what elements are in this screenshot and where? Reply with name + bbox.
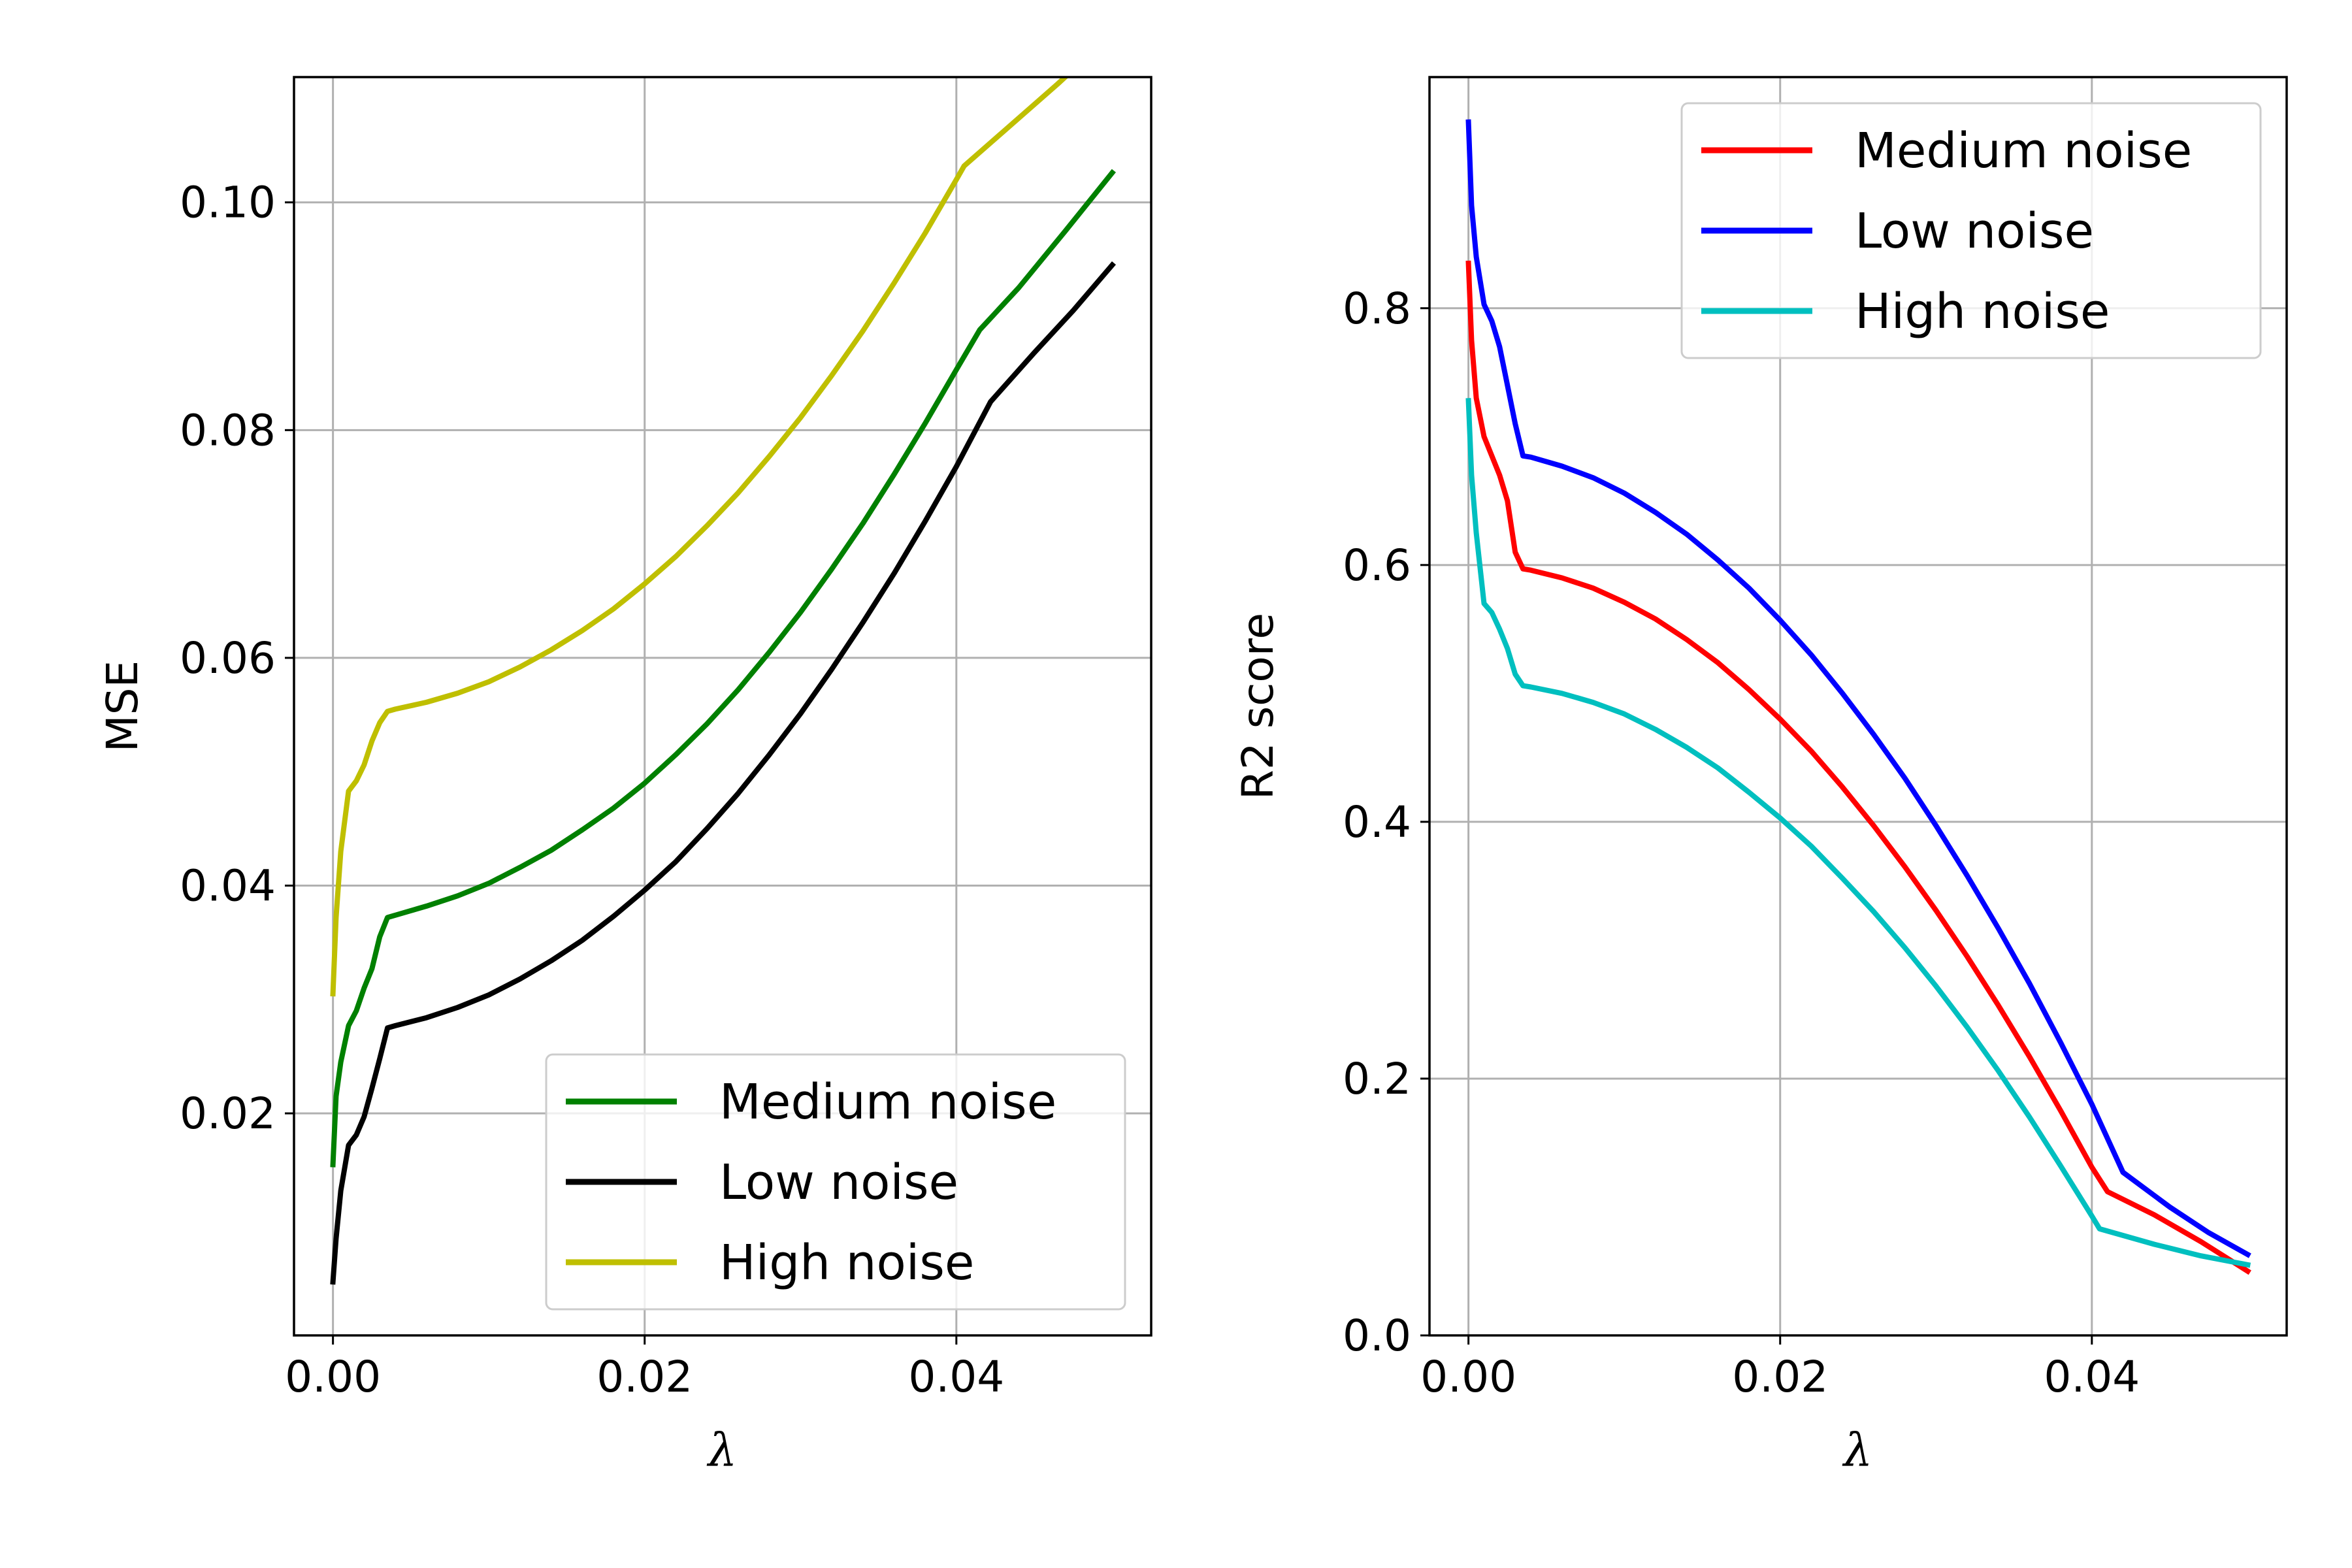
y-tick-label: 0.08 bbox=[180, 405, 276, 455]
x-axis-label: λ bbox=[1842, 1424, 1872, 1477]
y-tick-label: 0.8 bbox=[1343, 284, 1411, 334]
series-group bbox=[330, 77, 1117, 1285]
y-tick-label: 0.6 bbox=[1343, 540, 1411, 591]
y-tick-label: 0.10 bbox=[180, 178, 276, 228]
x-tick-label: 0.00 bbox=[1420, 1352, 1516, 1402]
series-line bbox=[330, 169, 1117, 1168]
x-tick-label: 0.04 bbox=[908, 1352, 1004, 1402]
legend-label: Low noise bbox=[1855, 203, 2094, 259]
y-tick-label: 0.2 bbox=[1343, 1054, 1411, 1104]
series-line bbox=[1465, 260, 2251, 1275]
x-tick-label: 0.02 bbox=[596, 1352, 693, 1402]
series-line bbox=[1465, 398, 2251, 1268]
legend: Medium noise Low noise High noise bbox=[545, 1053, 1126, 1311]
y-tick-label: 0.04 bbox=[180, 861, 276, 911]
axes-frame bbox=[1428, 76, 2288, 1337]
y-axis-label: MSE bbox=[97, 661, 148, 753]
legend-label: Medium noise bbox=[1855, 123, 2192, 179]
y-axis-label: R2 score bbox=[1233, 613, 1283, 800]
legend-label: High noise bbox=[1855, 284, 2110, 340]
legend-label: Medium noise bbox=[719, 1074, 1056, 1130]
legend-box bbox=[545, 1053, 1126, 1311]
x-tick-label: 0.00 bbox=[285, 1352, 381, 1402]
y-tick-label: 0.4 bbox=[1343, 797, 1411, 847]
series-line bbox=[1465, 119, 2251, 1258]
legend-label: High noise bbox=[719, 1235, 974, 1291]
y-tick-label: 0.0 bbox=[1343, 1311, 1411, 1361]
x-axis-label: λ bbox=[706, 1424, 737, 1477]
r2-subplot: 0.00 0.02 0.04 0.0 0.2 0.4 0.6 0.8 λ R2 score Medi… bbox=[1233, 76, 2288, 1477]
series-group bbox=[1465, 119, 2251, 1275]
axes-frame bbox=[293, 76, 1152, 1337]
x-tick-label: 0.02 bbox=[1732, 1352, 1828, 1402]
y-tick-label: 0.02 bbox=[180, 1088, 276, 1139]
x-tick-label: 0.04 bbox=[2044, 1352, 2140, 1402]
series-line bbox=[330, 261, 1117, 1285]
mse-subplot: 0.00 0.02 0.04 0.02 0.04 0.06 0.08 0.10 λ MSE Medi… bbox=[97, 76, 1152, 1477]
series-line bbox=[330, 77, 1070, 997]
legend-label: Low noise bbox=[719, 1154, 958, 1211]
legend-box bbox=[1680, 102, 2262, 359]
y-tick-label: 0.06 bbox=[180, 633, 276, 683]
legend: Medium noise Low noise High noise bbox=[1680, 102, 2262, 359]
